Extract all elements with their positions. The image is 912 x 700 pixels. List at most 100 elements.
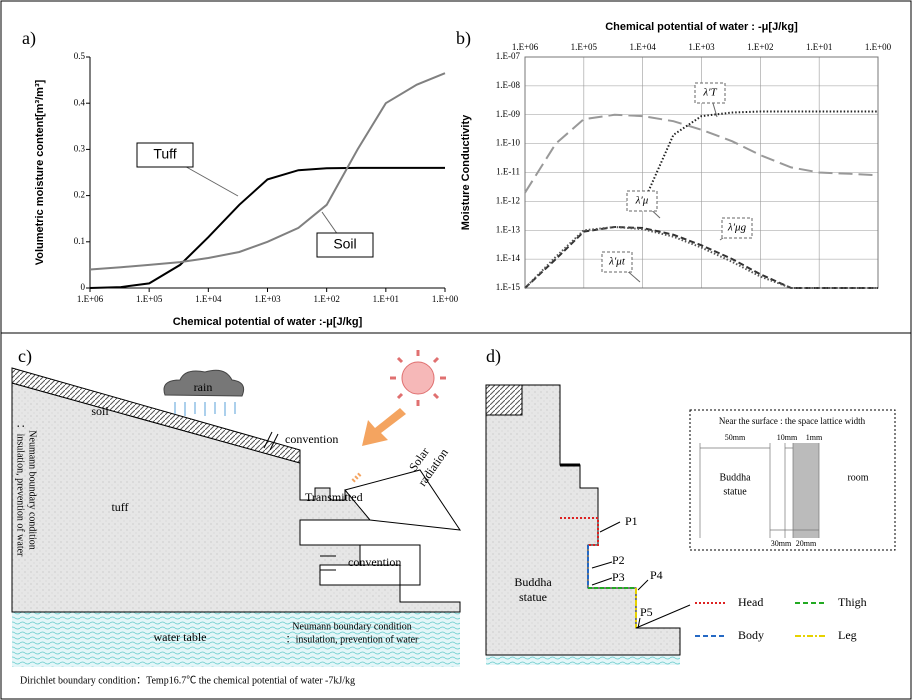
x-tick-label: 1.E+03 [688, 42, 715, 52]
series-line [89, 166, 445, 289]
legend-label: Head [738, 595, 763, 609]
panel-label: b) [456, 28, 471, 49]
series-label: Tuff [153, 146, 176, 162]
y-axis-label: Moisture Conductivity [460, 114, 472, 230]
y-tick-label: 0.2 [74, 190, 85, 200]
inset [689, 409, 896, 551]
leaders [591, 521, 649, 629]
legend-label: Leg [838, 628, 857, 642]
soil-layer [485, 384, 523, 416]
point-label: P3 [612, 570, 625, 584]
series-line [524, 113, 879, 194]
y-tick-label: 1.E-13 [496, 224, 521, 234]
series-label: λ′μg [727, 222, 747, 234]
arrows [320, 555, 336, 571]
series-label: λ′T [702, 87, 717, 99]
y-tick-label: 1.E-08 [496, 80, 521, 90]
inset-label: statue [723, 486, 747, 497]
x-tick-label: 1.E+01 [373, 294, 399, 304]
x-tick-label: 1.E+00 [865, 42, 892, 52]
series-label-box [721, 217, 753, 239]
boundary-label: Neumann boundary condition [27, 430, 38, 549]
soil-label: soil [91, 404, 109, 418]
y-tick-label: 0 [81, 282, 86, 292]
tuff [11, 382, 461, 613]
x-tick-label: 1.E+03 [254, 294, 281, 304]
head-path [560, 517, 599, 546]
series-label-box [694, 82, 726, 104]
y-tick-label: 1.E-15 [496, 282, 521, 292]
width-label: 30mm [771, 539, 792, 548]
x-tick-label: 1.E+05 [136, 294, 163, 304]
width-label: 10mm [777, 433, 798, 442]
width-label: 20mm [796, 539, 817, 548]
point-label: P2 [612, 553, 625, 567]
legend-label: Thigh [838, 595, 867, 609]
plot-border [524, 56, 879, 289]
lattice [793, 443, 819, 538]
series-label-box [136, 142, 194, 168]
width-label: 1mm [806, 433, 823, 442]
series-label: λ′μ [635, 195, 649, 207]
y-tick-label: 0.3 [74, 143, 86, 153]
point-label: P4 [650, 568, 663, 582]
x-tick-label: 1.E+04 [195, 294, 222, 304]
inset-title: Near the surface : the space lattice wid… [719, 416, 866, 426]
series-line [89, 72, 446, 271]
y-tick-label: 0.5 [74, 51, 86, 61]
x-axis-label: Chemical potential of water : -μ[J/kg] [605, 21, 798, 33]
solar-arrow [362, 408, 406, 446]
x-tick-label: 1.E+06 [77, 294, 104, 304]
rain-label: rain [194, 380, 213, 394]
legend-label: Body [738, 628, 764, 642]
x-tick-label: 1.E+01 [806, 42, 832, 52]
transmit-arrow [350, 472, 362, 484]
dirichlet-label: Dirichlet boundary condition：Temp16.7℃ t… [20, 675, 355, 686]
series-label-box [316, 232, 374, 258]
x-tick-label: 1.E+00 [432, 294, 459, 304]
water-table-label: water table [154, 630, 207, 644]
point-label: P5 [640, 605, 653, 619]
panel-label: a) [22, 28, 36, 49]
inset-label: Buddha [719, 472, 751, 483]
lattice-lines [699, 443, 820, 538]
sun [401, 361, 435, 395]
x-axis-label: Chemical potential of water :-μ[J/kg] [173, 316, 363, 328]
series-label: Soil [333, 236, 356, 252]
tuff-label: tuff [111, 500, 128, 514]
inset-label: room [847, 472, 868, 483]
statue-label: Buddha [514, 575, 552, 589]
width-label: 50mm [725, 433, 746, 442]
soil-layer [11, 367, 301, 464]
y-tick-label: 1.E-12 [496, 195, 520, 205]
ledge-line [635, 604, 691, 629]
panel-c: c) rain soil convention Solar radiation … [11, 346, 462, 686]
arrows [263, 431, 279, 451]
sun-rays [390, 350, 446, 406]
boundary-label: ：insulation, prevention of water [286, 634, 419, 645]
convention-label: convention [285, 432, 338, 446]
y-tick-label: 1.E-07 [496, 51, 521, 61]
series-label-box [626, 190, 658, 212]
y-tick-label: 1.E-09 [496, 109, 521, 119]
panel-label: d) [486, 346, 501, 367]
y-tick-label: 0.1 [74, 236, 85, 246]
statue-label: statue [519, 590, 547, 604]
rain-drops [174, 402, 236, 416]
x-tick-label: 1.E+02 [314, 294, 340, 304]
point-label: P1 [625, 514, 638, 528]
series-line [524, 225, 878, 289]
panel-label: c) [18, 346, 32, 367]
x-tick-label: 1.E+05 [571, 42, 598, 52]
axes [89, 57, 445, 289]
series-line [641, 110, 878, 205]
panel-d: d) P1 P2 P3 P4 P5 Buddha statue Near the… [485, 346, 896, 665]
y-tick-label: 1.E-10 [496, 138, 521, 148]
y-tick-label: 1.E-14 [496, 253, 521, 263]
cloud [163, 369, 245, 397]
y-tick-label: 1.E-11 [496, 167, 520, 177]
boundary-label: ：insulation, prevention of water [15, 424, 26, 557]
x-tick-label: 1.E+02 [747, 42, 773, 52]
